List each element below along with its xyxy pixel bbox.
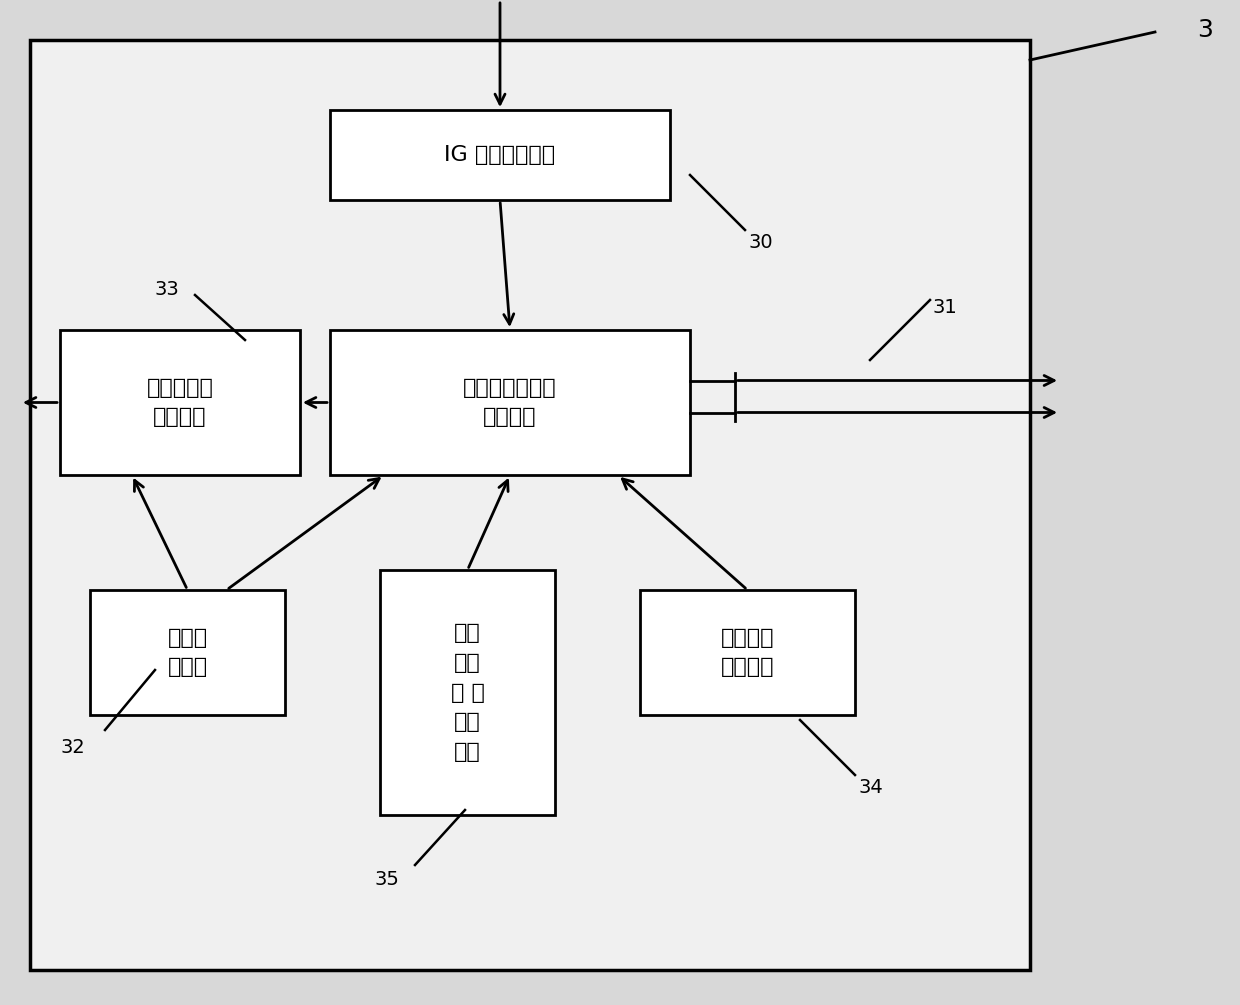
Text: 35: 35 (374, 870, 399, 889)
Bar (60, 330, 300, 475)
Text: 31: 31 (932, 298, 957, 317)
Text: 30: 30 (748, 233, 773, 252)
Text: 环境
温度
信 号
控制
模块: 环境 温度 信 号 控制 模块 (450, 623, 485, 762)
Text: 温度控
制模块: 温度控 制模块 (167, 628, 207, 677)
Bar (379, 570, 556, 815)
Text: IG 信号控制模块: IG 信号控制模块 (444, 145, 556, 165)
Bar (30, 40, 1030, 970)
Text: 34: 34 (858, 778, 883, 797)
Bar (640, 590, 856, 715)
Text: 空挡信号
控制模块: 空挡信号 控制模块 (720, 628, 774, 677)
Bar (91, 590, 285, 715)
Text: 33: 33 (155, 280, 180, 299)
Text: 发动机定时自动
启动系统: 发动机定时自动 启动系统 (464, 378, 557, 427)
Text: 3: 3 (1197, 18, 1213, 42)
Bar (330, 110, 670, 200)
Text: 发动机自动
熄火系统: 发动机自动 熄火系统 (146, 378, 213, 427)
Bar (330, 330, 689, 475)
Text: 32: 32 (60, 738, 84, 757)
